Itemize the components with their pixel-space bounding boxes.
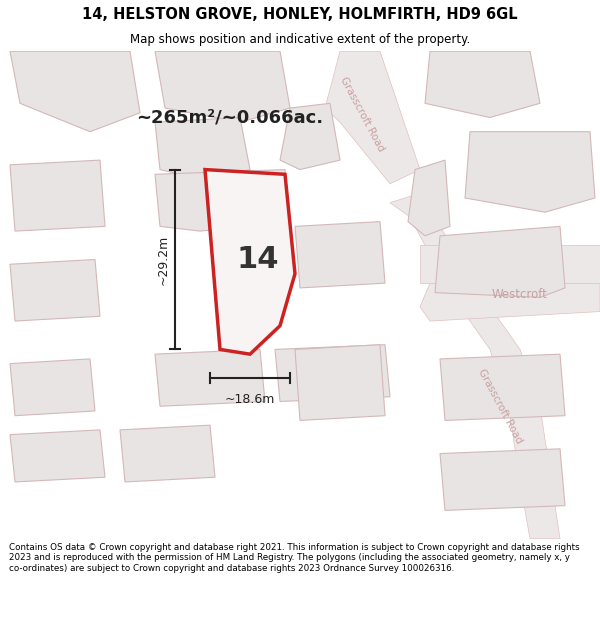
Text: ~29.2m: ~29.2m bbox=[157, 234, 170, 284]
Polygon shape bbox=[10, 430, 105, 482]
Polygon shape bbox=[465, 132, 595, 212]
Polygon shape bbox=[420, 245, 600, 283]
Polygon shape bbox=[440, 449, 565, 511]
Text: Contains OS data © Crown copyright and database right 2021. This information is : Contains OS data © Crown copyright and d… bbox=[9, 543, 580, 573]
Polygon shape bbox=[425, 51, 540, 118]
Polygon shape bbox=[435, 226, 565, 298]
Polygon shape bbox=[408, 160, 450, 236]
Text: Westcroft: Westcroft bbox=[492, 288, 548, 301]
Polygon shape bbox=[155, 349, 265, 406]
Polygon shape bbox=[155, 169, 290, 231]
Polygon shape bbox=[295, 222, 385, 288]
Polygon shape bbox=[295, 345, 385, 421]
Text: ~18.6m: ~18.6m bbox=[225, 393, 275, 406]
Polygon shape bbox=[325, 51, 420, 184]
Polygon shape bbox=[120, 425, 215, 482]
Polygon shape bbox=[280, 103, 340, 169]
Text: 14: 14 bbox=[237, 245, 279, 274]
Polygon shape bbox=[155, 118, 250, 179]
Text: ~265m²/~0.066ac.: ~265m²/~0.066ac. bbox=[136, 109, 323, 126]
Text: Map shows position and indicative extent of the property.: Map shows position and indicative extent… bbox=[130, 34, 470, 46]
Polygon shape bbox=[10, 160, 105, 231]
Polygon shape bbox=[390, 193, 560, 539]
Polygon shape bbox=[155, 51, 290, 122]
Text: Grasscroft Road: Grasscroft Road bbox=[476, 367, 524, 445]
Text: Grasscroft Road: Grasscroft Road bbox=[338, 76, 386, 154]
Polygon shape bbox=[10, 51, 140, 132]
Polygon shape bbox=[10, 359, 95, 416]
Polygon shape bbox=[440, 354, 565, 421]
Polygon shape bbox=[10, 259, 100, 321]
Polygon shape bbox=[275, 345, 390, 401]
Text: 14, HELSTON GROVE, HONLEY, HOLMFIRTH, HD9 6GL: 14, HELSTON GROVE, HONLEY, HOLMFIRTH, HD… bbox=[82, 7, 518, 22]
Polygon shape bbox=[205, 169, 295, 354]
Polygon shape bbox=[420, 283, 600, 321]
